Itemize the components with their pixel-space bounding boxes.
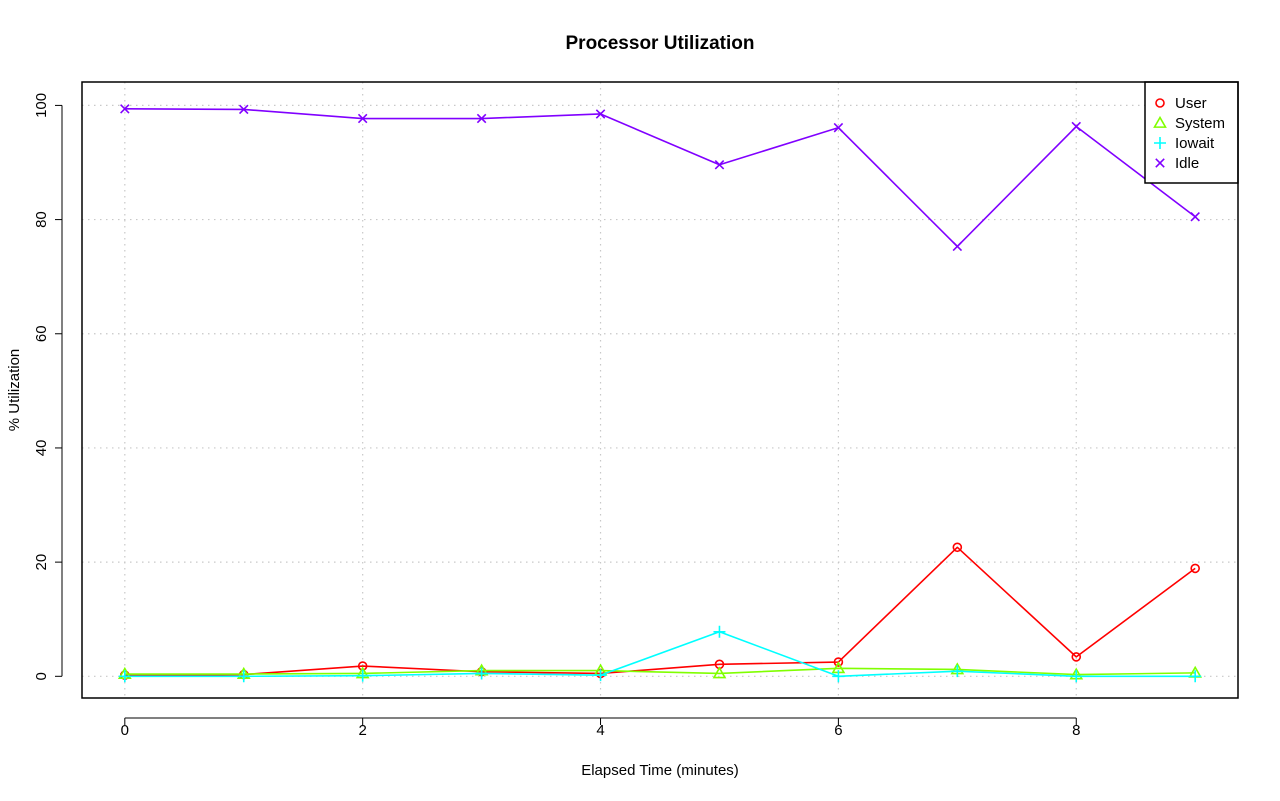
series-line-iowait	[124, 630, 1196, 678]
legend-marker-system	[1153, 115, 1167, 128]
legend-marker-user	[1155, 98, 1165, 108]
data-point-system	[712, 666, 727, 679]
x-tick-label: 8	[1072, 722, 1080, 739]
plot-frame	[81, 81, 1239, 699]
legend-label-iowait: Iowait	[1175, 135, 1215, 152]
data-point-iowait	[1189, 670, 1202, 683]
data-point-user	[833, 657, 844, 667]
data-series	[117, 104, 1203, 683]
y-tick-label: 0	[33, 672, 50, 680]
data-point-idle	[595, 109, 606, 119]
x-tick-label: 2	[359, 722, 367, 739]
legend: User System Iowait Idle	[1144, 81, 1239, 184]
data-point-user	[952, 542, 963, 553]
data-point-user	[1071, 652, 1082, 662]
x-tick-label: 0	[121, 722, 129, 739]
data-point-iowait	[951, 665, 964, 678]
data-point-iowait	[356, 669, 369, 682]
chart-title: Processor Utilization	[566, 33, 755, 54]
data-point-idle	[238, 104, 249, 115]
legend-marker-idle	[1155, 158, 1165, 168]
data-point-idle	[1071, 121, 1082, 132]
data-point-idle	[1190, 211, 1200, 222]
series-idle	[120, 104, 1200, 252]
legend-label-user: User	[1175, 95, 1207, 112]
y-tick-label: 60	[33, 325, 50, 342]
x-tick-label: 4	[596, 722, 604, 739]
series-line-idle	[124, 108, 1196, 248]
x-axis-label: Elapsed Time (minutes)	[581, 762, 739, 779]
data-point-idle	[476, 113, 487, 124]
series-iowait	[118, 625, 1202, 683]
y-axis-label: % Utilization	[6, 349, 23, 432]
y-tick-label: 100	[33, 93, 50, 118]
legend-marker-iowait	[1154, 137, 1166, 149]
data-point-iowait	[832, 670, 845, 683]
data-point-idle	[357, 113, 368, 124]
data-point-user	[1190, 563, 1200, 574]
x-tick-label: 6	[834, 722, 842, 739]
data-point-iowait	[475, 667, 488, 680]
legend-label-idle: Idle	[1175, 155, 1199, 172]
data-point-idle	[120, 104, 130, 114]
data-point-iowait	[1070, 670, 1083, 683]
grid-lines	[82, 82, 1238, 698]
data-point-iowait	[118, 670, 131, 683]
data-point-idle	[952, 241, 963, 252]
series-line-user	[124, 546, 1196, 676]
y-tick-label: 40	[33, 440, 50, 457]
series-line-system	[124, 667, 1196, 676]
legend-label-system: System	[1175, 115, 1225, 132]
data-point-idle	[833, 122, 844, 133]
data-point-iowait	[237, 670, 250, 683]
data-point-idle	[714, 160, 725, 170]
data-point-iowait	[713, 625, 726, 638]
y-tick-label: 80	[33, 211, 50, 228]
series-user	[120, 542, 1200, 680]
y-tick-label: 20	[33, 554, 50, 571]
data-point-iowait	[594, 669, 607, 682]
